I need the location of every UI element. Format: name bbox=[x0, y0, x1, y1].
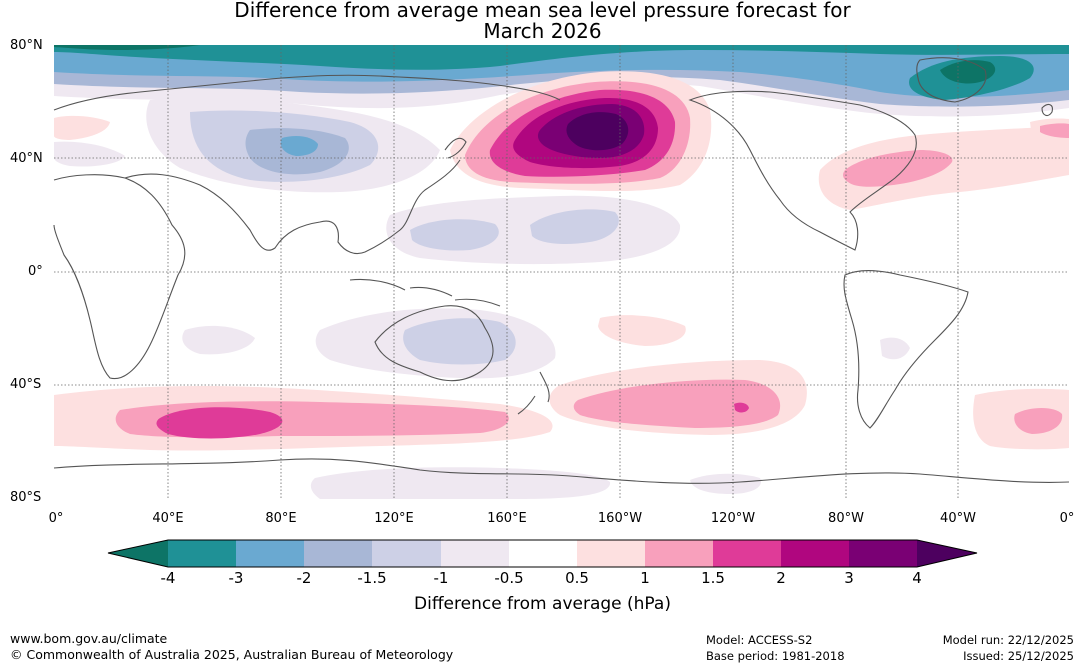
arctic-extreme-negative-2 bbox=[54, 45, 200, 50]
lon-label-80w: 80°W bbox=[828, 511, 864, 526]
lat-label-40s: 40°S bbox=[10, 377, 42, 392]
tropics-moderate-negative-1 bbox=[410, 219, 499, 251]
gridlines bbox=[54, 45, 1069, 499]
lon-label-0-left: 0° bbox=[48, 511, 64, 526]
europe-east-moderate bbox=[1040, 123, 1069, 138]
coast-greenland bbox=[916, 57, 987, 103]
colorbar-swatch bbox=[441, 540, 509, 567]
antarctic-weak-negative-2 bbox=[690, 473, 761, 494]
colorbar-low-arrow bbox=[108, 540, 168, 567]
southern-ocean-strong-positive bbox=[156, 407, 283, 439]
npac-core-positive bbox=[566, 112, 629, 151]
indian-ocean-weak-negative bbox=[182, 325, 255, 355]
colorbar-tick: -1.5 bbox=[357, 569, 387, 587]
lat-label-80n: 80°N bbox=[10, 38, 43, 53]
map-title-line1: Difference from average mean sea level p… bbox=[234, 0, 851, 22]
asia-core-negative bbox=[280, 136, 318, 156]
colorbar-tick: 2 bbox=[776, 569, 786, 587]
colorbar-tick: 1.5 bbox=[701, 569, 725, 587]
lon-label-80e: 80°E bbox=[265, 511, 297, 526]
europe-weak-positive bbox=[54, 115, 110, 140]
colorbar-tick: -1 bbox=[433, 569, 449, 587]
colorbar-swatch bbox=[713, 540, 781, 567]
coast-antarctica bbox=[53, 458, 1070, 484]
colorbar-title: Difference from average (hPa) bbox=[414, 594, 671, 614]
lon-label-160w: 160°W bbox=[597, 511, 643, 526]
colorbar-swatch bbox=[168, 540, 236, 567]
colorbar-swatch bbox=[372, 540, 441, 567]
colorbar-swatch bbox=[304, 540, 372, 567]
colorbar-high-arrow bbox=[917, 540, 977, 567]
coast-africa bbox=[53, 174, 186, 380]
footer-model-run: Model run: 22/12/2025 bbox=[942, 633, 1074, 647]
colorbar-tick: 1 bbox=[640, 569, 650, 587]
map-title-line2: March 2026 bbox=[483, 19, 602, 43]
coast-eurasia-south bbox=[124, 159, 461, 255]
spac-strong-positive-dot bbox=[734, 402, 749, 413]
colorbar-swatch bbox=[236, 540, 304, 567]
colorbar-tick: 0.5 bbox=[565, 569, 589, 587]
footer-base-period: Base period: 1981-2018 bbox=[706, 649, 845, 663]
footer-copyright: © Commonwealth of Australia 2025, Austra… bbox=[10, 647, 454, 662]
colorbar-outline bbox=[107, 539, 978, 568]
anomaly-field bbox=[54, 45, 1069, 499]
colorbar-tick: -3 bbox=[228, 569, 244, 587]
coast-japan bbox=[444, 137, 467, 159]
colorbar-tick: -2 bbox=[296, 569, 312, 587]
lon-label-40e: 40°E bbox=[152, 511, 184, 526]
lon-label-120w: 120°W bbox=[710, 511, 756, 526]
coast-new-zealand bbox=[517, 371, 550, 415]
colorbar-tick: 3 bbox=[844, 569, 854, 587]
colorbar-swatch bbox=[781, 540, 849, 567]
coastlines bbox=[53, 57, 1070, 484]
colorbar-swatch bbox=[577, 540, 645, 567]
lon-label-40w: 40°W bbox=[940, 511, 976, 526]
arctic-extreme-negative bbox=[940, 60, 996, 84]
coast-south-america bbox=[843, 269, 969, 429]
coast-eurasia-north bbox=[53, 74, 561, 111]
lon-label-0-right: 0° bbox=[1059, 511, 1075, 526]
tropics-moderate-negative-2 bbox=[530, 209, 619, 244]
colorbar-swatch bbox=[645, 540, 713, 567]
antarctic-weak-negative bbox=[310, 467, 611, 499]
mediterranean-weak-negative bbox=[54, 141, 125, 167]
footer-model: Model: ACCESS-S2 bbox=[706, 633, 813, 647]
footer-url[interactable]: www.bom.gov.au/climate bbox=[10, 631, 168, 646]
south-atlantic-moderate-positive bbox=[1014, 408, 1063, 434]
colorbar bbox=[107, 539, 978, 568]
lon-label-160e: 160°E bbox=[487, 511, 527, 526]
coast-indonesia bbox=[349, 278, 501, 307]
footer-issued: Issued: 25/12/2025 bbox=[963, 649, 1074, 663]
australia-moderate-negative bbox=[403, 318, 516, 365]
coast-uk bbox=[1041, 103, 1053, 117]
atlantic-moderate-positive bbox=[843, 150, 953, 187]
colorbar-tick: -0.5 bbox=[494, 569, 524, 587]
coast-australia bbox=[374, 305, 494, 382]
arctic-very-strong-negative bbox=[54, 45, 1069, 70]
sa-weak-negative bbox=[880, 337, 910, 360]
colorbar-swatch bbox=[849, 540, 917, 567]
colorbar-tick: -4 bbox=[160, 569, 176, 587]
lat-label-0: 0° bbox=[28, 264, 43, 279]
coast-north-america bbox=[688, 90, 917, 251]
spac-moderate-positive bbox=[573, 379, 781, 428]
lon-label-120e: 120°E bbox=[374, 511, 414, 526]
colorbar-tick: 4 bbox=[912, 569, 922, 587]
lat-label-80s: 80°S bbox=[10, 490, 42, 505]
lat-label-40n: 40°N bbox=[10, 151, 43, 166]
colorbar-swatch bbox=[509, 540, 577, 567]
